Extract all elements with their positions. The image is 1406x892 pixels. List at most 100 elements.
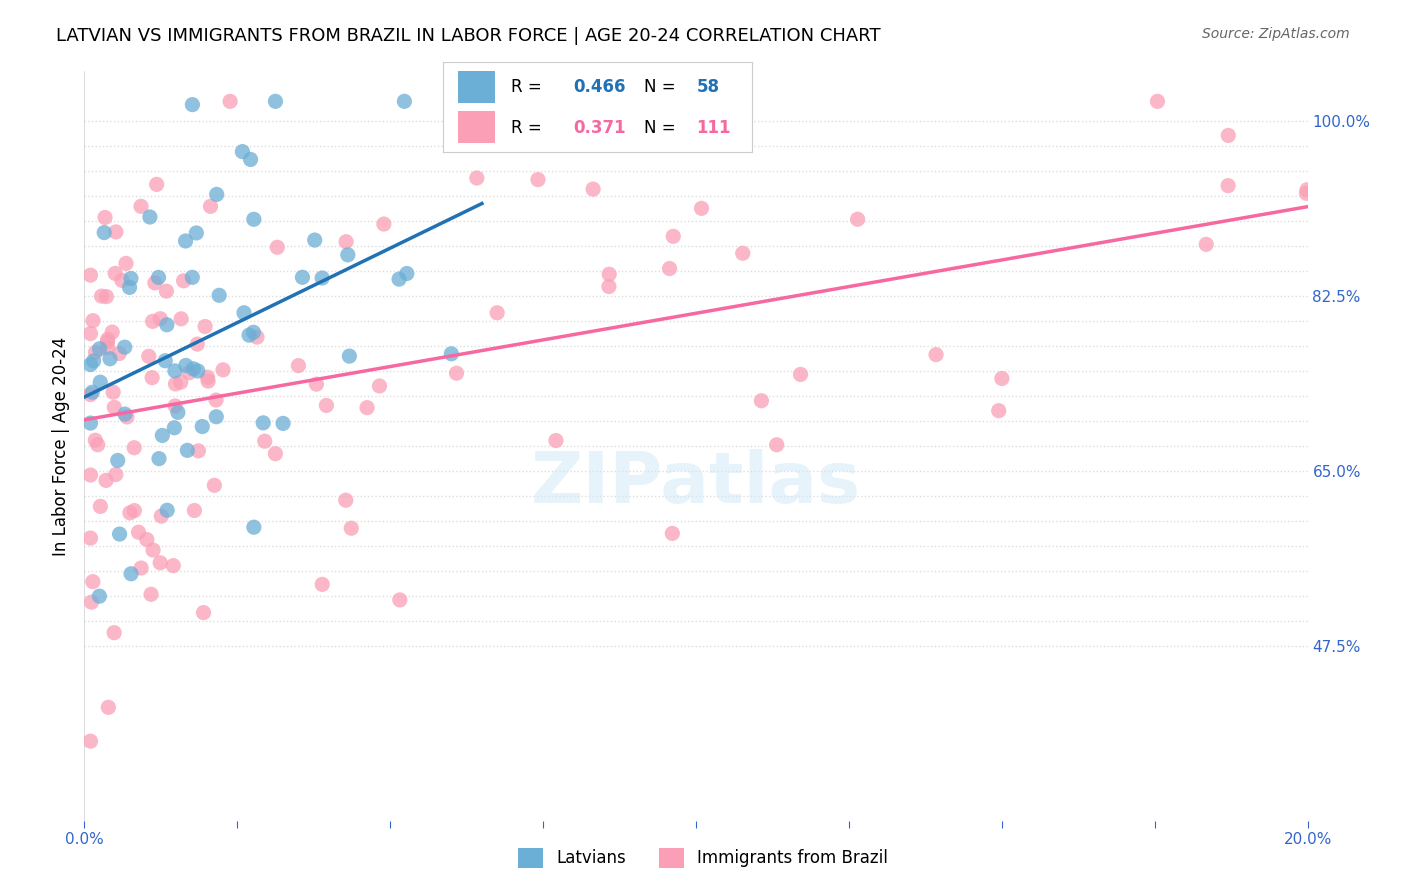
Latvians bbox=[337, 349, 360, 363]
Latvians bbox=[120, 271, 142, 285]
Text: LATVIAN VS IMMIGRANTS FROM BRAZIL IN LABOR FORCE | AGE 20-24 CORRELATION CHART: LATVIAN VS IMMIGRANTS FROM BRAZIL IN LAB… bbox=[56, 27, 882, 45]
Immigrants from Brazil bbox=[987, 403, 1010, 417]
Latvians bbox=[120, 566, 142, 581]
Immigrants from Brazil bbox=[165, 399, 187, 413]
Immigrants from Brazil bbox=[527, 172, 550, 186]
Text: N =: N = bbox=[644, 119, 675, 136]
Immigrants from Brazil bbox=[388, 593, 411, 607]
Legend: Latvians, Immigrants from Brazil: Latvians, Immigrants from Brazil bbox=[510, 841, 896, 875]
Text: 58: 58 bbox=[696, 78, 720, 96]
Latvians bbox=[150, 428, 173, 442]
Latvians bbox=[181, 97, 204, 112]
Immigrants from Brazil bbox=[582, 182, 605, 196]
Latvians bbox=[98, 351, 121, 366]
Latvians bbox=[108, 527, 131, 541]
Latvians bbox=[139, 210, 162, 224]
Immigrants from Brazil bbox=[149, 556, 172, 570]
Latvians bbox=[304, 233, 326, 247]
Immigrants from Brazil bbox=[1216, 178, 1239, 193]
Immigrants from Brazil bbox=[765, 438, 787, 452]
Immigrants from Brazil bbox=[1195, 237, 1218, 252]
Immigrants from Brazil bbox=[139, 587, 162, 601]
Immigrants from Brazil bbox=[94, 474, 117, 488]
Immigrants from Brazil bbox=[103, 625, 125, 640]
Latvians bbox=[394, 95, 416, 109]
Immigrants from Brazil bbox=[544, 434, 567, 448]
Immigrants from Brazil bbox=[143, 276, 166, 290]
Latvians bbox=[395, 267, 418, 281]
Immigrants from Brazil bbox=[122, 441, 145, 455]
Immigrants from Brazil bbox=[340, 521, 363, 535]
Immigrants from Brazil bbox=[149, 311, 172, 326]
Latvians bbox=[336, 248, 359, 262]
Latvians bbox=[233, 306, 256, 320]
Immigrants from Brazil bbox=[115, 409, 138, 424]
Text: N =: N = bbox=[644, 78, 675, 96]
Immigrants from Brazil bbox=[219, 95, 242, 109]
Immigrants from Brazil bbox=[104, 266, 127, 280]
Immigrants from Brazil bbox=[150, 509, 173, 524]
Latvians bbox=[271, 417, 294, 431]
Latvians bbox=[208, 288, 231, 302]
FancyBboxPatch shape bbox=[458, 112, 495, 143]
Immigrants from Brazil bbox=[111, 273, 134, 287]
Immigrants from Brazil bbox=[145, 178, 167, 192]
Immigrants from Brazil bbox=[486, 306, 509, 320]
Latvians bbox=[163, 364, 186, 378]
Immigrants from Brazil bbox=[155, 284, 177, 298]
Immigrants from Brazil bbox=[690, 202, 713, 216]
Latvians bbox=[440, 347, 463, 361]
Immigrants from Brazil bbox=[305, 377, 328, 392]
Immigrants from Brazil bbox=[82, 574, 104, 589]
Immigrants from Brazil bbox=[103, 401, 125, 415]
Immigrants from Brazil bbox=[165, 376, 187, 391]
Immigrants from Brazil bbox=[197, 374, 219, 388]
Text: 0.466: 0.466 bbox=[572, 78, 626, 96]
Immigrants from Brazil bbox=[89, 500, 111, 514]
Immigrants from Brazil bbox=[129, 199, 152, 213]
Immigrants from Brazil bbox=[104, 467, 127, 482]
Latvians bbox=[83, 354, 105, 368]
Immigrants from Brazil bbox=[101, 385, 124, 400]
Latvians bbox=[181, 270, 204, 285]
Latvians bbox=[107, 453, 129, 467]
Latvians bbox=[238, 328, 260, 343]
Immigrants from Brazil bbox=[446, 366, 468, 380]
Immigrants from Brazil bbox=[202, 478, 225, 492]
Immigrants from Brazil bbox=[662, 229, 685, 244]
Immigrants from Brazil bbox=[142, 543, 165, 558]
Latvians bbox=[176, 443, 198, 458]
Immigrants from Brazil bbox=[170, 311, 193, 326]
Immigrants from Brazil bbox=[101, 325, 124, 339]
Latvians bbox=[388, 272, 411, 286]
Immigrants from Brazil bbox=[135, 533, 157, 547]
Immigrants from Brazil bbox=[264, 447, 287, 461]
Immigrants from Brazil bbox=[197, 370, 219, 384]
Immigrants from Brazil bbox=[170, 375, 193, 389]
Latvians bbox=[155, 353, 177, 368]
Immigrants from Brazil bbox=[79, 531, 101, 545]
Immigrants from Brazil bbox=[212, 363, 235, 377]
Latvians bbox=[291, 270, 314, 285]
Immigrants from Brazil bbox=[1296, 183, 1319, 197]
Immigrants from Brazil bbox=[598, 279, 620, 293]
Latvians bbox=[79, 416, 101, 430]
Y-axis label: In Labor Force | Age 20-24: In Labor Force | Age 20-24 bbox=[52, 336, 70, 556]
Immigrants from Brazil bbox=[356, 401, 378, 415]
Latvians bbox=[186, 226, 208, 240]
Immigrants from Brazil bbox=[162, 558, 184, 573]
Immigrants from Brazil bbox=[751, 393, 773, 408]
Immigrants from Brazil bbox=[661, 526, 683, 541]
Latvians bbox=[156, 318, 179, 332]
Immigrants from Brazil bbox=[124, 503, 146, 517]
Immigrants from Brazil bbox=[246, 330, 269, 344]
Immigrants from Brazil bbox=[118, 506, 141, 520]
Immigrants from Brazil bbox=[335, 235, 357, 249]
Immigrants from Brazil bbox=[373, 217, 395, 231]
Latvians bbox=[239, 153, 262, 167]
Immigrants from Brazil bbox=[287, 359, 309, 373]
Latvians bbox=[205, 187, 228, 202]
Text: 0.371: 0.371 bbox=[572, 119, 626, 136]
Immigrants from Brazil bbox=[94, 211, 117, 225]
Latvians bbox=[156, 503, 179, 517]
